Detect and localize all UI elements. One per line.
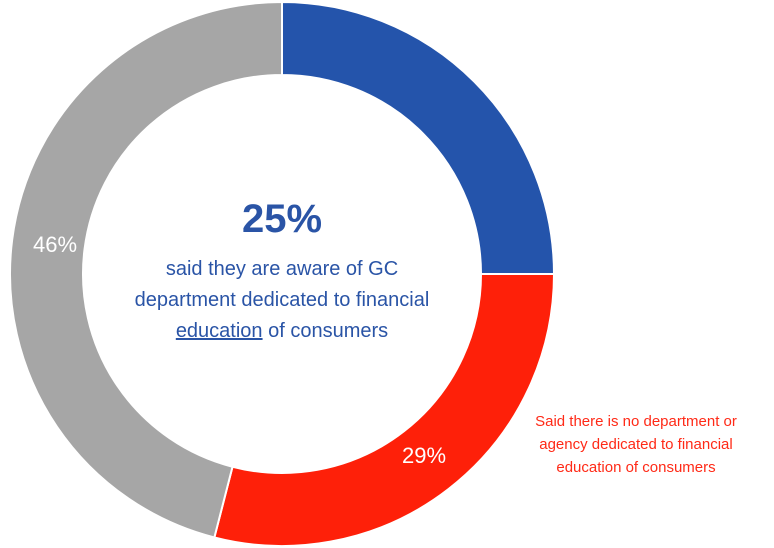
annotation-line-1: Said there is no department or bbox=[535, 413, 737, 430]
center-text-line-3: education of consumers bbox=[176, 320, 388, 342]
donut-slices bbox=[9, 0, 556, 547]
center-text-line-3-rest: of consumers bbox=[263, 320, 389, 342]
center-text-line-1: said they are aware of GC bbox=[166, 258, 398, 280]
annotation-line-3: education of consumers bbox=[556, 459, 715, 476]
donut-slice-aware bbox=[281, 0, 556, 275]
slice-labels: 29% 46% bbox=[33, 232, 446, 468]
center-text-underlined-word: education bbox=[176, 320, 263, 342]
donut-slice-no-department bbox=[213, 273, 556, 547]
slice-value-label-no-department: 29% bbox=[402, 443, 446, 468]
center-text-line-2: department dedicated to financial bbox=[135, 289, 430, 311]
center-value: 25% bbox=[242, 197, 322, 241]
donut-slice-other bbox=[9, 0, 283, 539]
slice-value-label-other: 46% bbox=[33, 232, 77, 257]
annotation-line-2: agency dedicated to financial bbox=[539, 436, 732, 453]
